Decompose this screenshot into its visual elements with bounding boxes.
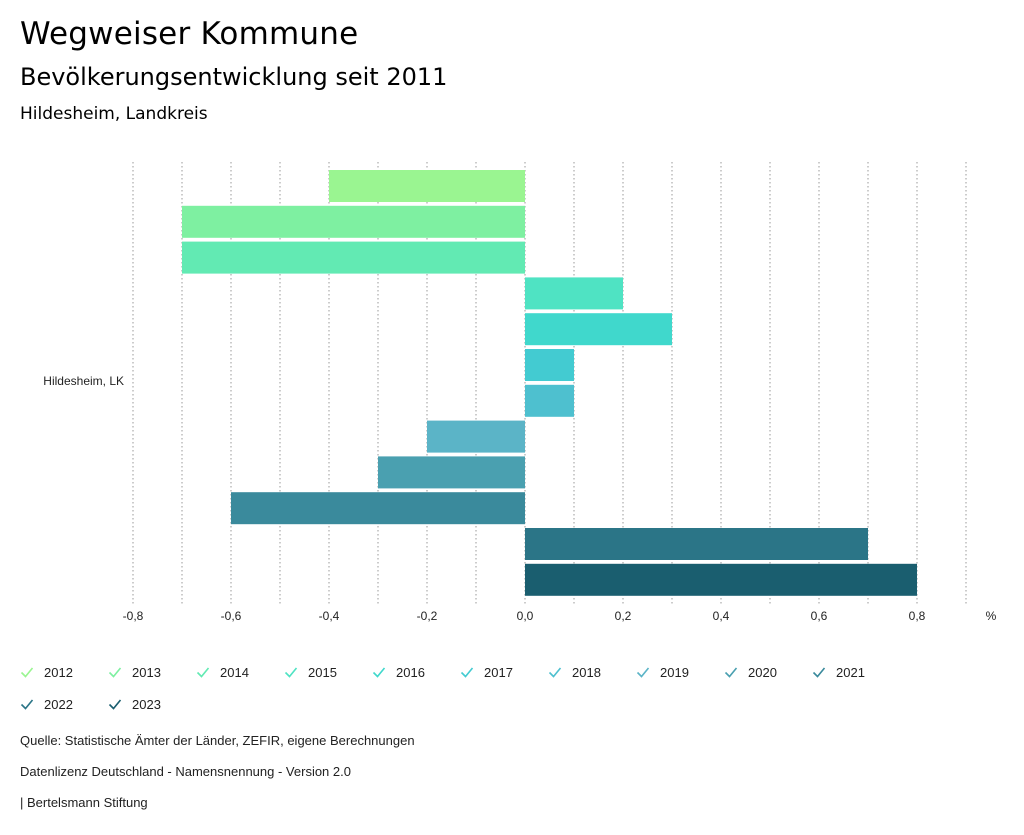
bar-2022[interactable] <box>525 528 868 560</box>
bar-2020[interactable] <box>378 456 525 489</box>
legend-item-2020[interactable]: 2020 <box>724 656 812 688</box>
x-tick-label: 0,4 <box>713 609 730 623</box>
legend-label: 2015 <box>308 664 337 680</box>
legend-item-2017[interactable]: 2017 <box>460 656 548 688</box>
legend-item-2016[interactable]: 2016 <box>372 656 460 688</box>
legend-label: 2014 <box>220 664 249 680</box>
legend-label: 2016 <box>396 664 425 680</box>
checkmark-icon <box>284 667 298 678</box>
checkmark-icon <box>548 667 562 678</box>
checkmark-icon <box>812 667 826 678</box>
bar-2018[interactable] <box>525 384 574 417</box>
bar-2023[interactable] <box>525 563 917 596</box>
legend-label: 2018 <box>572 664 601 680</box>
bar-2021[interactable] <box>231 492 525 525</box>
x-tick-label: 0,6 <box>811 609 828 623</box>
checkmark-icon <box>636 667 650 678</box>
x-tick-labels: -0,8 -0,6 -0,4 -0,2 0,0 0,2 0,4 0,6 0,8 <box>123 609 926 623</box>
x-tick-label: 0,0 <box>517 609 534 623</box>
legend-item-2021[interactable]: 2021 <box>812 656 900 688</box>
legend-item-2012[interactable]: 2012 <box>20 656 108 688</box>
legend-label: 2012 <box>44 664 73 680</box>
legend-label: 2023 <box>132 696 161 712</box>
legend-label: 2013 <box>132 664 161 680</box>
legend-item-2022[interactable]: 2022 <box>20 688 108 720</box>
checkmark-icon <box>108 699 122 710</box>
legend-item-2014[interactable]: 2014 <box>196 656 284 688</box>
bar-2014[interactable] <box>182 241 525 274</box>
x-tick-label: -0,2 <box>417 609 438 623</box>
bar-2013[interactable] <box>182 205 525 238</box>
bar-2019[interactable] <box>427 420 525 453</box>
checkmark-icon <box>724 667 738 678</box>
bars <box>182 170 917 596</box>
unit-label: % <box>986 609 997 623</box>
legend-label: 2020 <box>748 664 777 680</box>
checkmark-icon <box>460 667 474 678</box>
legend-label: 2017 <box>484 664 513 680</box>
brand-note: | Bertelsmann Stiftung <box>20 795 148 810</box>
legend-label: 2019 <box>660 664 689 680</box>
legend-label: 2022 <box>44 696 73 712</box>
source-note: Quelle: Statistische Ämter der Länder, Z… <box>20 733 415 748</box>
legend-item-2015[interactable]: 2015 <box>284 656 372 688</box>
page-title: Wegweiser Kommune <box>20 16 359 52</box>
checkmark-icon <box>372 667 386 678</box>
bar-chart: -0,8 -0,6 -0,4 -0,2 0,0 0,2 0,4 0,6 0,8 Hildeshe… <box>43 162 997 623</box>
legend-item-2023[interactable]: 2023 <box>108 688 196 720</box>
category-label: Hildesheim, LK <box>43 374 124 388</box>
license-note: Datenlizenz Deutschland - Namensnennung … <box>20 764 351 779</box>
checkmark-icon <box>108 667 122 678</box>
x-tick-label: -0,8 <box>123 609 144 623</box>
x-tick-label: -0,4 <box>319 609 340 623</box>
checkmark-icon <box>196 667 210 678</box>
x-tick-label: 0,8 <box>909 609 926 623</box>
legend-item-2019[interactable]: 2019 <box>636 656 724 688</box>
checkmark-icon <box>20 667 34 678</box>
chart-subtitle: Bevölkerungsentwicklung seit 2011 <box>20 63 448 91</box>
bar-2017[interactable] <box>525 349 574 381</box>
x-tick-label: -0,6 <box>221 609 242 623</box>
bar-2016[interactable] <box>525 313 672 346</box>
legend-label: 2021 <box>836 664 865 680</box>
legend-item-2013[interactable]: 2013 <box>108 656 196 688</box>
bar-2015[interactable] <box>525 277 623 310</box>
bar-2012[interactable] <box>329 170 525 202</box>
checkmark-icon <box>20 699 34 710</box>
legend-item-2018[interactable]: 2018 <box>548 656 636 688</box>
x-tick-label: 0,2 <box>615 609 632 623</box>
legend: 2012 2013 2014 2015 2016 2017 2018 2019 2020 2021… <box>20 656 980 720</box>
region-label: Hildesheim, Landkreis <box>20 104 208 124</box>
